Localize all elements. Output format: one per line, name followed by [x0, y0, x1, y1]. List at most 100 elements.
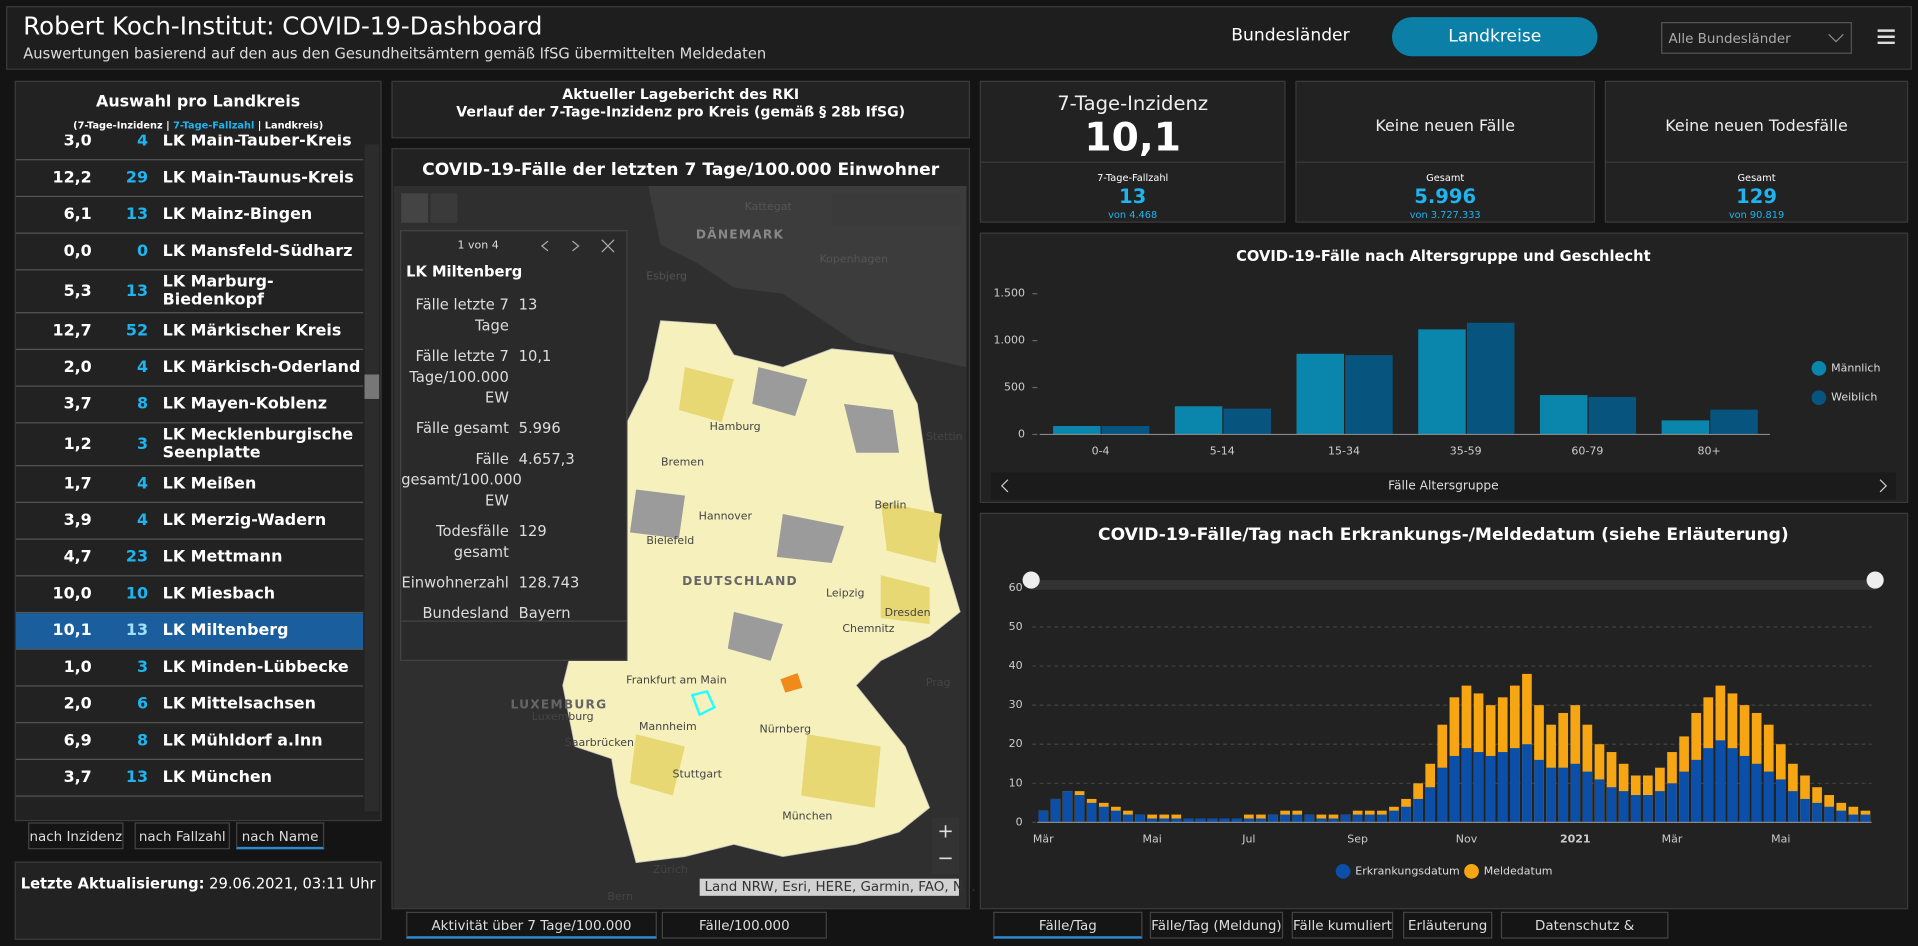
zoom-control[interactable]: [932, 817, 959, 874]
dropdown[interactable]: Alle Bundesländer: [1661, 22, 1852, 54]
legend-swatch: [1335, 864, 1351, 879]
list-row[interactable]: 2,0 6 LK Mittelsachsen: [15, 687, 364, 724]
bar: [1848, 806, 1859, 823]
chart-tab[interactable]: Erläuterung: [1403, 911, 1493, 939]
map-label: Leipzig: [826, 587, 865, 600]
bar: [1691, 759, 1702, 823]
list-row[interactable]: 12,7 52 LK Märkischer Kreis: [15, 313, 364, 351]
map-label: Bern: [607, 890, 633, 903]
bar: [1171, 814, 1182, 823]
bar: [1147, 814, 1157, 823]
chart-tab[interactable]: Fälle/Tag (Erkrankung): [993, 911, 1143, 946]
map-tool[interactable]: [401, 193, 429, 223]
map-tab[interactable]: Aktivität über 7 Tage/100.000 Einwohner: [406, 911, 657, 946]
nav-tab[interactable]: Bundesländer: [1231, 25, 1350, 46]
district-name: LK Mühldorf a.Inn: [162, 731, 323, 751]
report-panel[interactable]: [391, 80, 970, 139]
list-row[interactable]: 5,3 13 LK Marburg-Biedenkopf: [15, 270, 364, 314]
bar: [1304, 814, 1315, 823]
bar: [1389, 810, 1399, 823]
popup-row: Fälle letzte 7 Tage 13: [401, 295, 629, 337]
incidence: 2,0: [63, 358, 92, 377]
bar: [1352, 814, 1363, 823]
bar: [1038, 810, 1049, 823]
attribution: Land NRW, Esri, HERE, Garmin, FAO, N...: [705, 880, 976, 895]
bar: [1135, 814, 1145, 823]
list-row[interactable]: 3,9 4 LK Merzig-Wadern: [15, 503, 364, 540]
popup-controls[interactable]: [538, 237, 624, 254]
sort-button[interactable]: nach Inzidenz: [28, 822, 124, 850]
bar: [1800, 798, 1810, 823]
bar: [1485, 755, 1496, 823]
list-row[interactable]: 1,7 4 LK Meißen: [15, 466, 364, 503]
kpi-sub-label: 7-Tage-Fallzahl: [1097, 172, 1169, 184]
list-row[interactable]: 0,0 0 LK Mansfeld-Südharz: [15, 234, 364, 271]
range-slider[interactable]: [1031, 580, 1876, 590]
list-row[interactable]: 1,2 3 LK Mecklenburgische Seenplatte: [15, 423, 364, 467]
list-row[interactable]: 1,0 3 LK Minden-Lübbecke: [15, 650, 364, 687]
map-tab[interactable]: Fälle/100.000 Einwohner: [661, 911, 827, 946]
map-toolbar[interactable]: [831, 193, 962, 226]
list-row[interactable]: 3,0 4 LK Main-Tauber-Kreis: [15, 134, 364, 161]
incidence: 2,0: [63, 695, 92, 714]
x-tick-label: 0-4: [1092, 445, 1110, 458]
list-row[interactable]: 10,1 13 LK Miltenberg: [15, 613, 364, 650]
chart-tab[interactable]: Fälle/Tag (Meldung): [1149, 911, 1284, 939]
district-name: LK München: [162, 768, 273, 787]
sort-button[interactable]: nach Name: [236, 822, 325, 850]
x-tick-label: 2021: [1560, 833, 1591, 846]
list-row[interactable]: 3,7 13 LK München: [15, 760, 364, 797]
bar: [1062, 791, 1073, 823]
list-row[interactable]: 6,1 13 LK Mainz-Bingen: [15, 197, 364, 234]
list-inner: 3,0 4 LK Main-Tauber-Kreis 12,2 29 LK Main-Ta…: [15, 134, 364, 797]
zoom-in[interactable]: +: [937, 820, 953, 843]
map-label: Prag: [926, 676, 951, 689]
list-row[interactable]: 6,9 8 LK Mühldorf a.Inn: [15, 723, 364, 760]
list-row[interactable]: 10,0 10 LK Miesbach: [15, 576, 364, 614]
list-row[interactable]: 3,7 8 LK Mayen-Koblenz: [15, 387, 364, 424]
bar: [1710, 409, 1758, 435]
list-row[interactable]: 4,7 23 LK Mettmann: [15, 540, 364, 577]
bar: [1727, 748, 1738, 823]
case-count: 4: [136, 134, 149, 151]
district-name: LK Main-Taunus-Kreis: [162, 168, 354, 188]
incidence: 12,2: [52, 168, 92, 188]
map-label: Stuttgart: [673, 768, 723, 781]
menu-icon[interactable]: [1876, 27, 1896, 47]
slider-handle[interactable]: [1866, 571, 1884, 589]
zoom-out[interactable]: −: [937, 847, 953, 870]
chart-tab[interactable]: Fälle kumuliert: [1291, 911, 1394, 939]
bar: [1461, 748, 1472, 823]
y-tick-label: 0: [1018, 427, 1025, 440]
x-tick-label: Sep: [1347, 833, 1368, 846]
chart-tab[interactable]: Datenschutz & Impressum: [1500, 911, 1669, 946]
scroll-thumb[interactable]: [364, 374, 380, 399]
pager-arrows[interactable]: [1000, 479, 1888, 493]
list-row[interactable]: 2,0 4 LK Märkisch-Oderland: [15, 350, 364, 387]
bar: [1509, 748, 1520, 823]
legend-swatch: [1811, 390, 1827, 406]
x-axis-label: Fälle Altersgruppe: [1388, 478, 1499, 492]
x-tick-label: Mär: [1662, 833, 1683, 846]
map-tool[interactable]: [430, 193, 458, 223]
nav-tab-active[interactable]: Landkreise: [1392, 17, 1598, 57]
scrollbar[interactable]: [364, 144, 380, 812]
bar: [1101, 426, 1150, 435]
bar: [1582, 771, 1593, 823]
list-row[interactable]: 12,2 29 LK Main-Taunus-Kreis: [15, 160, 364, 198]
popup-row: Fälle gesamt 5.996: [401, 419, 629, 440]
legend-label: Männlich: [1831, 361, 1880, 374]
sort-button[interactable]: nach Fallzahl: [134, 822, 230, 850]
incidence: 5,3: [63, 282, 92, 301]
slider-handle[interactable]: [1022, 571, 1040, 589]
y-tick-label: 20: [1009, 737, 1023, 750]
bar: [1703, 748, 1714, 823]
report-text[interactable]: Aktueller Lagebericht des RKI Verlauf der…: [391, 86, 970, 120]
popup-value: 129: [518, 522, 547, 540]
map-label: Dresden: [885, 606, 931, 619]
district-name: LK Marburg-Biedenkopf: [162, 272, 274, 310]
case-count: 13: [125, 282, 149, 301]
legend-label: Erkrankungsdatum: [1355, 864, 1459, 877]
kpi-sub-label: Gesamt: [1737, 172, 1776, 184]
